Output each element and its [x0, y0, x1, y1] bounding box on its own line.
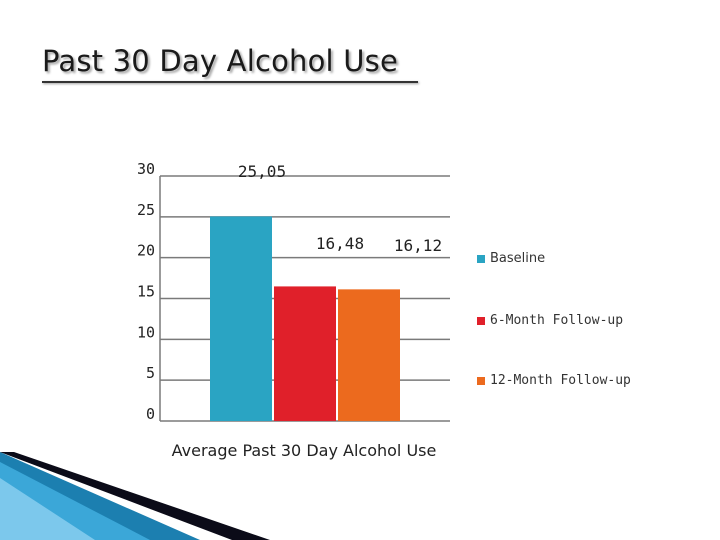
data-label: 16,48	[316, 234, 364, 253]
x-axis-label: Average Past 30 Day Alcohol Use	[172, 441, 437, 460]
y-tick-label: 25	[137, 201, 155, 219]
bar-baseline	[210, 216, 272, 421]
data-label: 16,12	[394, 236, 442, 255]
y-tick-label: 5	[146, 364, 155, 382]
y-tick-label: 15	[137, 283, 155, 301]
corner-decoration	[0, 452, 270, 540]
bar-12-month-follow-up	[338, 289, 400, 421]
bars	[210, 216, 400, 421]
slide-title: Past 30 Day Alcohol Use	[42, 44, 399, 78]
legend-label: 12-Month Follow-up	[490, 373, 631, 388]
title-underline	[42, 81, 418, 83]
legend-swatch	[477, 317, 485, 325]
legend-swatch	[477, 255, 485, 263]
legend-label: 6-Month Follow-up	[490, 313, 623, 328]
y-tick-label: 20	[137, 242, 155, 260]
legend-swatch	[477, 377, 485, 385]
bar-6-month-follow-up	[274, 286, 336, 421]
y-tick-label: 0	[146, 405, 155, 423]
legend-label: Baseline	[490, 251, 545, 266]
data-label: 25,05	[238, 162, 286, 181]
legend: Baseline 6-Month Follow-up 12-Month Follow…	[477, 251, 631, 388]
data-labels: 25,05 16,48 16,12	[238, 162, 442, 255]
y-tick-label: 10	[137, 323, 155, 341]
y-tick-label: 30	[137, 160, 155, 178]
